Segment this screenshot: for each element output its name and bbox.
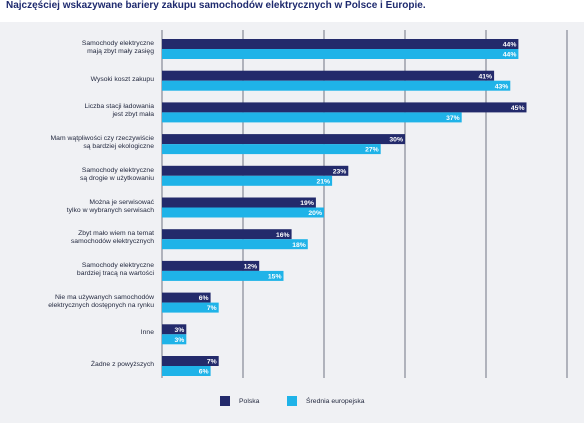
chart-panel: 44% 44% 41% 43% 45% 37% 30% 27% 23% 21% 19% 20% 16% 1… [0,22,584,423]
bar-value-label: 45% [511,105,525,112]
bar-srednia [162,270,284,281]
category-label: Można je serwisować tylko w wybranych ser… [4,199,154,215]
category-label-line: Zbyt mało wiem na temat [78,230,154,238]
bar-polska [162,260,260,271]
category-label-line: Inne [140,329,154,337]
bar-value-label: 15% [268,274,282,281]
category-label-line: Samochody elektryczne [81,40,154,47]
category-label-line: samochodów elektrycznych [70,238,154,246]
bar-value-label: 43% [495,83,509,90]
bar-srednia [162,207,324,218]
bar-value-label: 6% [199,369,209,376]
bar-value-label: 18% [292,242,306,249]
bar-polska [162,165,349,176]
category-label-line: Można je serwisować [89,198,154,206]
bar-value-label: 27% [365,147,379,154]
bar-srednia [162,112,462,123]
category-label-line: tylko w wybranych serwisach [66,206,154,214]
bar-srednia [162,239,308,250]
category-label-line: Samochody elektryczne [81,261,154,269]
bar-value-label: 12% [244,264,258,271]
bar-polska [162,324,187,335]
legend-item: Średnia europejska [287,396,365,406]
chart-title: Najczęściej wskazywane bariery zakupu sa… [6,0,426,11]
category-label-line: mają zbyt mały zasięg [87,48,154,55]
category-label-line: są drogie w użytkowaniu [79,174,154,182]
bar-value-label: 21% [316,178,330,185]
legend-label: Polska [239,397,260,405]
bar-srednia [162,302,219,313]
bar-value-label: 7% [207,359,217,366]
bar-value-label: 3% [174,327,184,334]
bar-value-label: 19% [300,200,314,207]
bar-polska [162,70,495,81]
bar-polska [162,197,316,208]
category-label: Samochody elektryczne są drogie w użytkow… [4,167,154,183]
category-label-line: Samochody elektryczne [81,166,154,174]
bar-srednia [162,80,511,91]
bar-value-label: 30% [389,137,403,144]
category-label-line: Żadne z powyższych [90,361,154,368]
bar-value-label: 44% [503,52,517,59]
category-label: Samochody elektryczne mają zbyt mały zasi… [4,40,154,56]
bar-chart: 44%44%41%43%45%37%30%27%23%21%19%20%16%1… [161,30,568,378]
category-label: Wysoki koszt zakupu [4,76,154,84]
category-label: Mam wątpliwości czy rzeczywiście są bardz… [4,135,154,151]
category-label: Żadne z powyższych [4,361,154,369]
category-label-line: są bardziej ekologiczne [83,143,154,151]
bar-polska [162,229,292,240]
category-label: Zbyt mało wiem na temat samochodów elektr… [4,230,154,246]
legend-label: Średnia europejska [306,397,365,405]
bar-srednia [162,175,333,186]
category-label-line: Nie ma używanych samochodów [55,293,154,301]
category-label: Liczba stacji ładowania jest zbyt mała [4,103,154,119]
legend-swatch [287,396,297,406]
bar-value-label: 3% [174,337,184,344]
bar-value-label: 6% [199,295,209,302]
bar-srednia [162,334,187,345]
bar-value-label: 23% [333,168,347,175]
bar-srednia [162,366,211,376]
bar-polska [162,134,405,145]
category-label: Samochody elektryczne bardziej tracą na w… [4,262,154,278]
category-label-line: jest zbyt mała [112,111,154,119]
bar-polska [162,102,527,113]
bar-value-label: 20% [308,210,322,217]
bar-srednia [162,49,519,59]
legend-swatch [220,396,230,406]
category-label-line: Liczba stacji ładowania [84,103,154,111]
bar-polska [162,39,519,49]
bar-polska [162,356,219,366]
category-label-line: elektrycznych dostępnych na rynku [48,301,154,309]
bar-value-label: 7% [207,305,217,312]
category-label-line: bardziej tracą na wartości [76,269,154,277]
bar-value-label: 44% [503,42,517,49]
legend-item: Polska [220,396,259,406]
bar-srednia [162,144,381,155]
category-label-line: Mam wątpliwości czy rzeczywiście [50,135,154,143]
bar-value-label: 41% [478,73,492,80]
category-label-line: Wysoki koszt zakupu [90,75,154,83]
category-label: Nie ma używanych samochodów elektrycznych… [4,294,154,310]
bar-value-label: 16% [276,232,290,239]
category-label: Inne [4,329,154,337]
bar-value-label: 37% [446,115,460,122]
bar-polska [162,292,211,303]
